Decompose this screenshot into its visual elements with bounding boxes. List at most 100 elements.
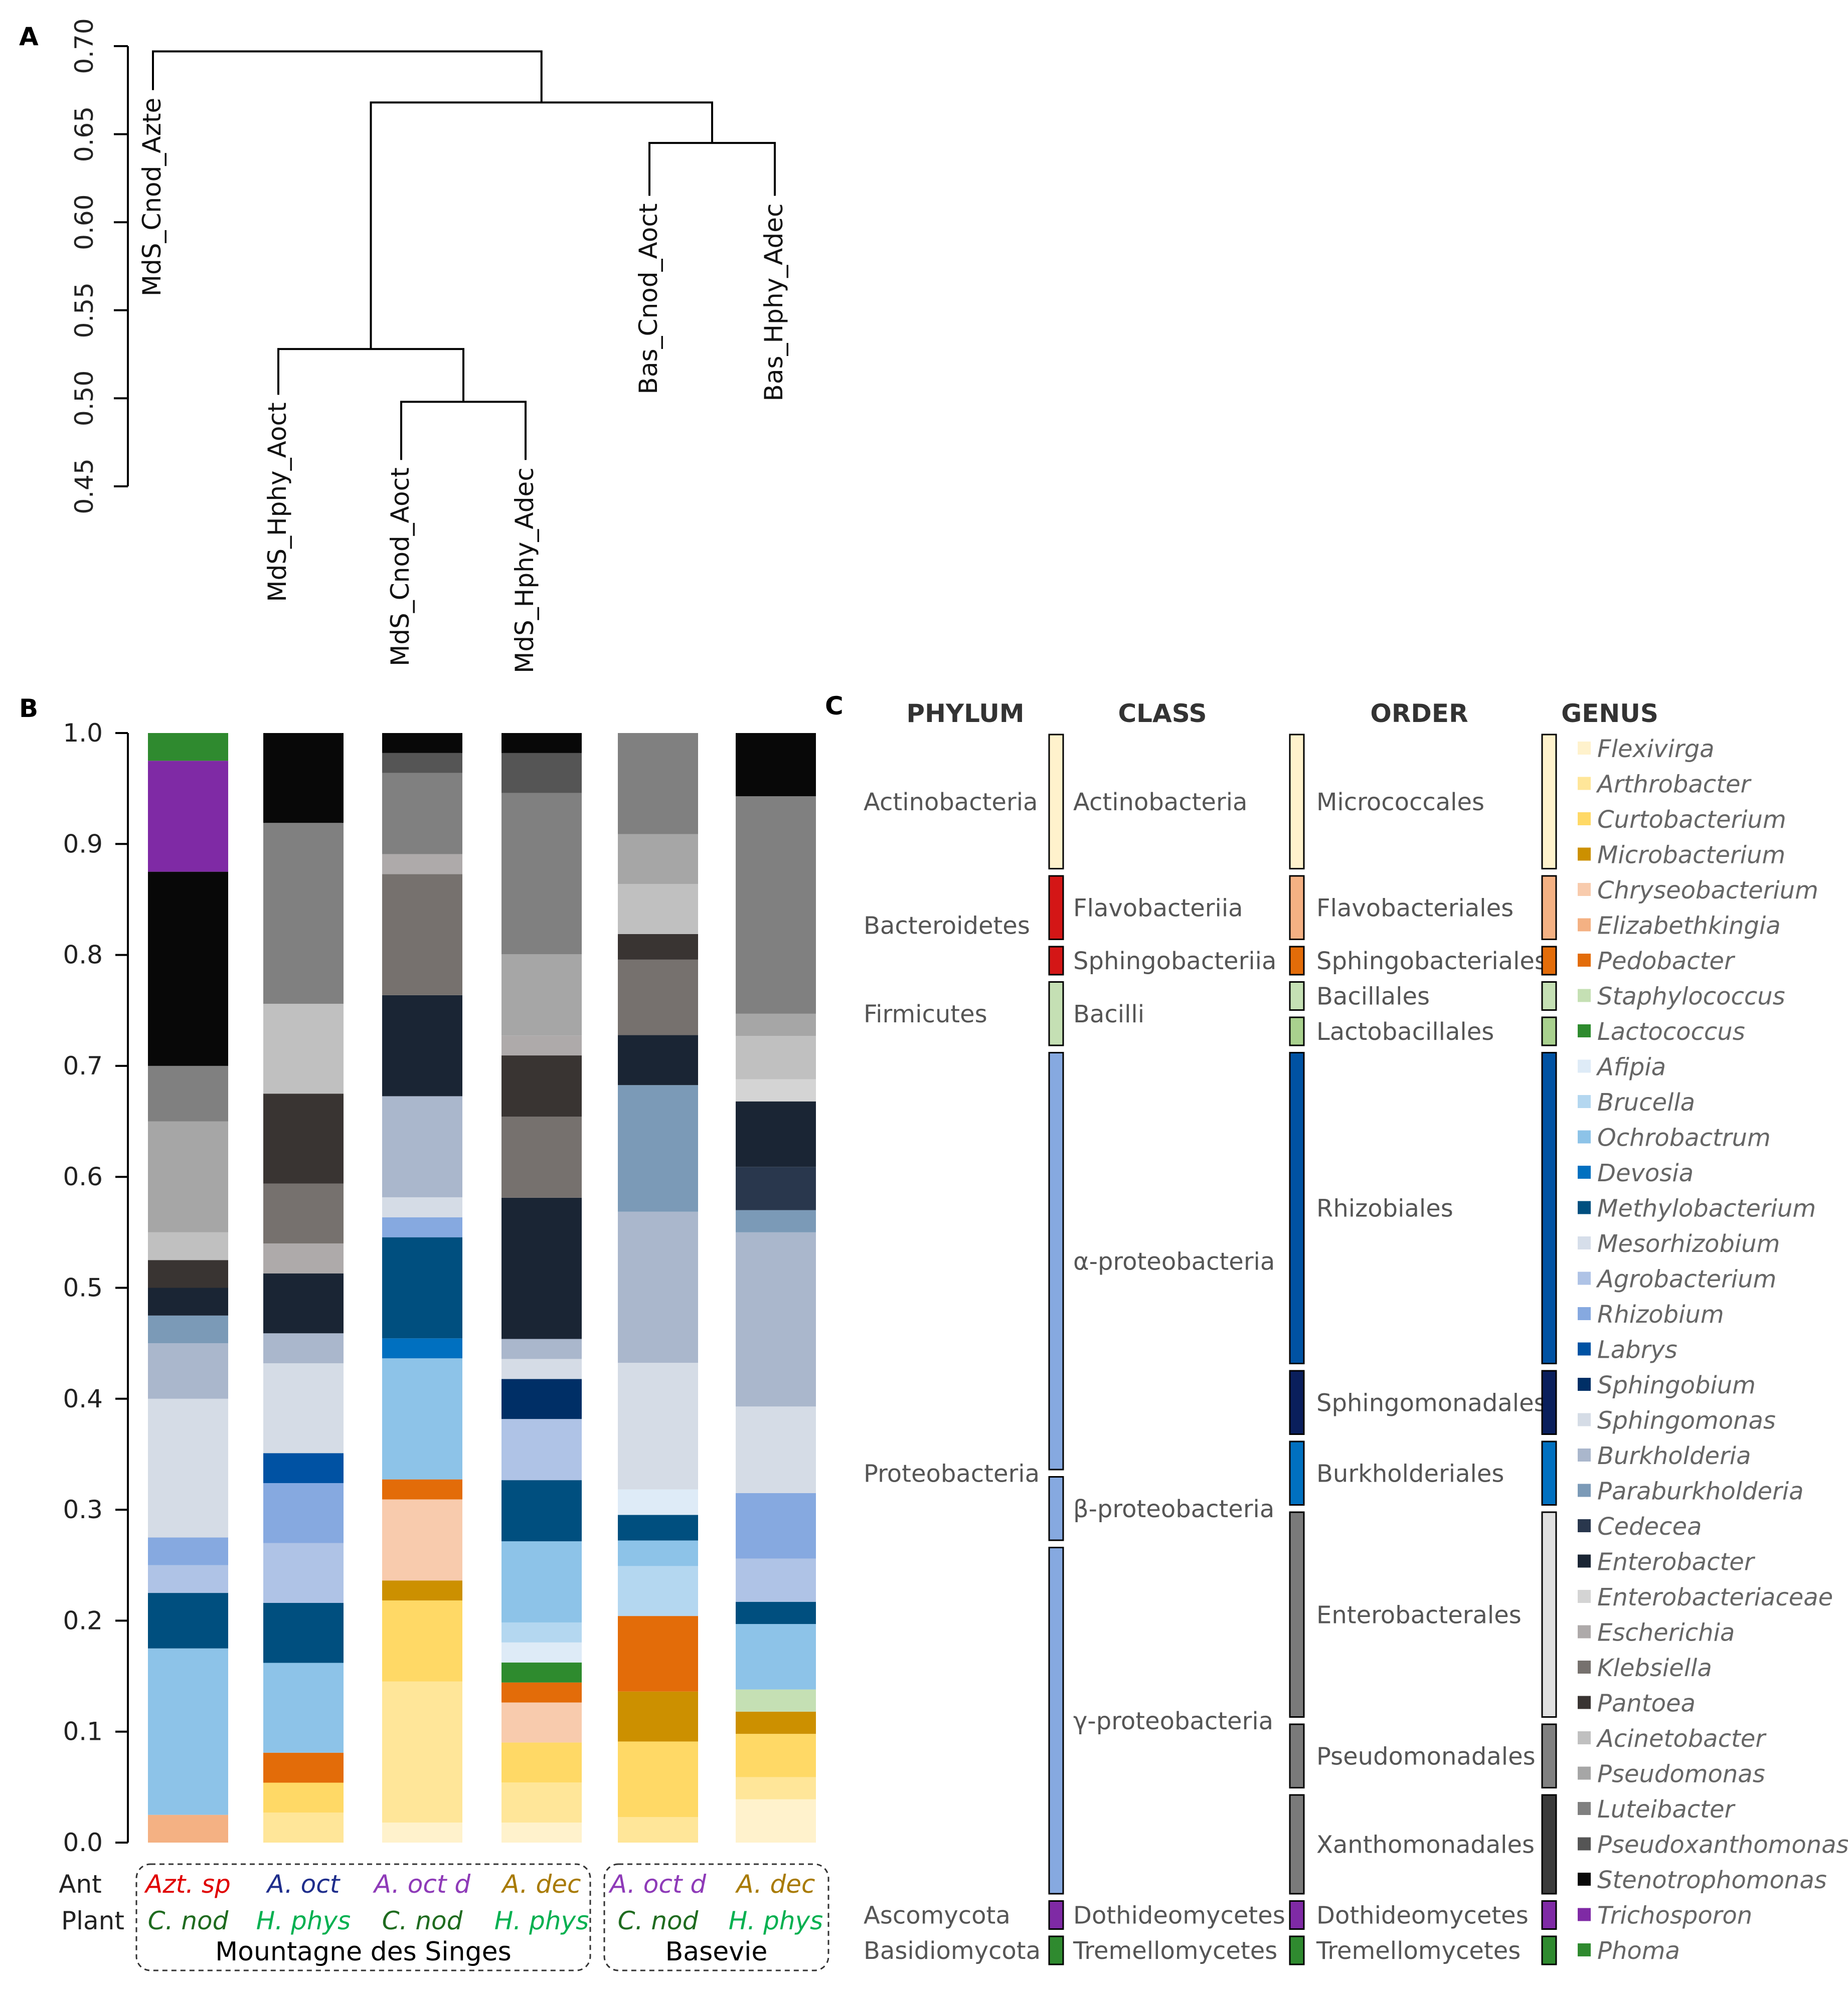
order-label: Bacillales (1316, 983, 1430, 1011)
stacked-bar-panel: B 0.00.10.20.30.40.50.60.70.80.91.0 Ant … (19, 694, 829, 1971)
genus-label: Stenotrophomonas (1597, 1866, 1827, 1894)
bar-segment-escherichia (263, 1243, 344, 1274)
genus-group-bar (1541, 734, 1557, 869)
ant-label: Azt. sp (144, 1870, 231, 1899)
genus-group-bar (1541, 1016, 1557, 1046)
bar-segment-curtobacterium (618, 1741, 698, 1818)
genus-group-bar (1541, 981, 1557, 1011)
order-label: Burkholderiales (1316, 1460, 1504, 1488)
bar-segment-ochrobactrum (263, 1663, 344, 1753)
y-tick-label: 0.50 (70, 371, 99, 426)
genus-swatch (1578, 883, 1591, 896)
phylum-label: Bacteroidetes (864, 912, 1030, 940)
plant-label: H. phys (729, 1906, 823, 1935)
genus-swatch (1578, 1130, 1591, 1144)
bar-segment-chryseobacterium (382, 1499, 462, 1581)
bar-segment-sphingomonas (618, 1363, 698, 1490)
genus-label: Sphingomonas (1597, 1407, 1776, 1435)
genus-label: Flexivirga (1597, 735, 1715, 763)
order-bar (1289, 734, 1305, 869)
bar-segment-ochrobactrum (382, 1358, 462, 1480)
class-bar (1048, 1476, 1064, 1541)
ant-label: A. oct d (373, 1870, 470, 1899)
bar-segment-stenotrophomonas (148, 871, 228, 1066)
genus-label: Elizabethkingia (1597, 912, 1781, 940)
bar-segment-arthrobacter (501, 1782, 582, 1823)
order-label: Lactobacillales (1316, 1018, 1494, 1046)
y-tick-label: 0.0 (63, 1828, 103, 1857)
bar-segment-microbacterium (736, 1711, 816, 1734)
bar-segment-enterobacter (263, 1273, 344, 1334)
phylum-label: Actinobacteria (864, 788, 1038, 816)
bar-segment-luteibacter (263, 823, 344, 1004)
bar-segment-sphingobium (501, 1379, 582, 1419)
branch-basevie (648, 142, 776, 196)
bar-segment-methylobacterium (263, 1602, 344, 1663)
y-tick-label: 0.45 (70, 458, 99, 514)
order-bar (1289, 1723, 1305, 1788)
genus-label: Pseudomonas (1597, 1760, 1765, 1788)
genus-label: Brucella (1597, 1089, 1695, 1117)
leaf-label: Bas_Cnod_Aoct (634, 204, 663, 395)
branch-mds-hphy (277, 348, 464, 402)
genus-label: Pseudoxanthomonas (1597, 1831, 1848, 1859)
class-label: Actinobacteria (1073, 788, 1247, 816)
bar-segment-methylobacterium (382, 1237, 462, 1339)
class-label: α-proteobacteria (1073, 1247, 1275, 1276)
plant-label: C. nod (382, 1906, 463, 1935)
bar-segment-enterobacteriaceae (736, 1079, 816, 1102)
stacked-bar (736, 733, 816, 1843)
genus-swatch (1578, 1307, 1591, 1320)
bar-segment-paraburkholderia (148, 1315, 228, 1344)
order-bar (1289, 1052, 1305, 1364)
genus-label: Acinetobacter (1596, 1725, 1767, 1753)
genus-label: Lactococcus (1597, 1018, 1745, 1046)
bar-segment-phoma (148, 733, 228, 761)
genus-label: Chryseobacterium (1597, 876, 1818, 904)
bar-segment-methylobacterium (618, 1515, 698, 1541)
bar-segment-enterobacter (618, 1035, 698, 1085)
genus-group-bar (1541, 1511, 1557, 1718)
bar-segment-stenotrophomonas (263, 733, 344, 823)
genus-swatch (1578, 1590, 1591, 1603)
genus-label: Pantoea (1597, 1690, 1696, 1718)
leaf-label: MdS_Hphy_Adec (510, 467, 539, 673)
bar-segment-curtobacterium (736, 1734, 816, 1777)
genus-label: Luteibacter (1597, 1795, 1736, 1824)
genus-label: Arthrobacter (1596, 771, 1752, 799)
bar-segment-cedecea (736, 1167, 816, 1210)
order-label: Sphingobacteriales (1316, 947, 1547, 975)
genus-swatch (1578, 1236, 1591, 1249)
site-box (603, 1863, 829, 1971)
genus-swatch (1578, 742, 1591, 755)
bar-segment-luteibacter (148, 1065, 228, 1122)
class-label: γ-proteobacteria (1073, 1707, 1273, 1735)
stacked-bar (501, 733, 582, 1843)
bar-segment-arthrobacter (618, 1817, 698, 1843)
genus-swatch (1578, 1059, 1591, 1073)
class-bar (1048, 734, 1064, 869)
bar-segment-labrys (263, 1453, 344, 1483)
site-groups: Mountagne des Singes Basevie (135, 1863, 829, 1971)
genus-label: Escherichia (1597, 1619, 1735, 1647)
genus-swatch (1578, 1378, 1591, 1391)
genus-swatch (1578, 1201, 1591, 1214)
genus-swatch (1578, 1873, 1591, 1886)
plant-label: H. phys (494, 1906, 589, 1935)
genus-swatch (1578, 1661, 1591, 1674)
genus-group-bar (1541, 1723, 1557, 1788)
genus-group-bar (1541, 1052, 1557, 1364)
bar-segment-pedobacter (501, 1682, 582, 1703)
bar-segment-sphingomonas (501, 1359, 582, 1379)
genus-label: Enterobacter (1597, 1548, 1756, 1576)
order-label: Tremellomycetes (1316, 1937, 1521, 1965)
header-genus: GENUS (1561, 699, 1658, 728)
stacked-bar (263, 733, 344, 1843)
class-label: Bacilli (1073, 1000, 1144, 1028)
genus-label: Devosia (1597, 1159, 1694, 1187)
genus-swatch (1578, 1625, 1591, 1639)
bar-segment-methylobacterium (148, 1593, 228, 1649)
bar-segment-acinetobacter (263, 1003, 344, 1094)
bar-segment-pedobacter (263, 1752, 344, 1783)
leaf-label: MdS_Cnod_Azte (137, 98, 166, 296)
